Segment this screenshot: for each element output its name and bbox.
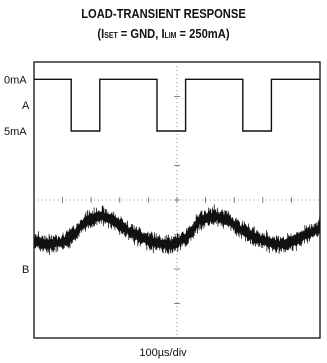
channel-label: A bbox=[22, 100, 30, 112]
traces bbox=[33, 78, 321, 256]
labels: 0mA A 5mA B 100µs/div bbox=[4, 74, 187, 359]
x-axis-label: 100µs/div bbox=[139, 347, 187, 359]
subtitle-part: = GND, I bbox=[117, 26, 165, 41]
channel-label: 5mA bbox=[4, 126, 27, 138]
channel-label: 0mA bbox=[4, 74, 27, 86]
chart-subtitle: (ISET = GND, ILIM = 250mA) bbox=[23, 26, 304, 41]
subtitle-part: = 250mA) bbox=[176, 26, 230, 41]
grid bbox=[33, 61, 321, 339]
trace-b bbox=[33, 204, 321, 256]
subtitle-sub-lim: LIM bbox=[164, 31, 177, 40]
channel-label: B bbox=[22, 264, 29, 276]
subtitle-part: (I bbox=[97, 26, 105, 41]
chart-title: LOAD-TRANSIENT RESPONSE bbox=[81, 6, 246, 21]
subtitle-sub-set: SET bbox=[104, 31, 118, 40]
trace-a bbox=[34, 78, 320, 132]
